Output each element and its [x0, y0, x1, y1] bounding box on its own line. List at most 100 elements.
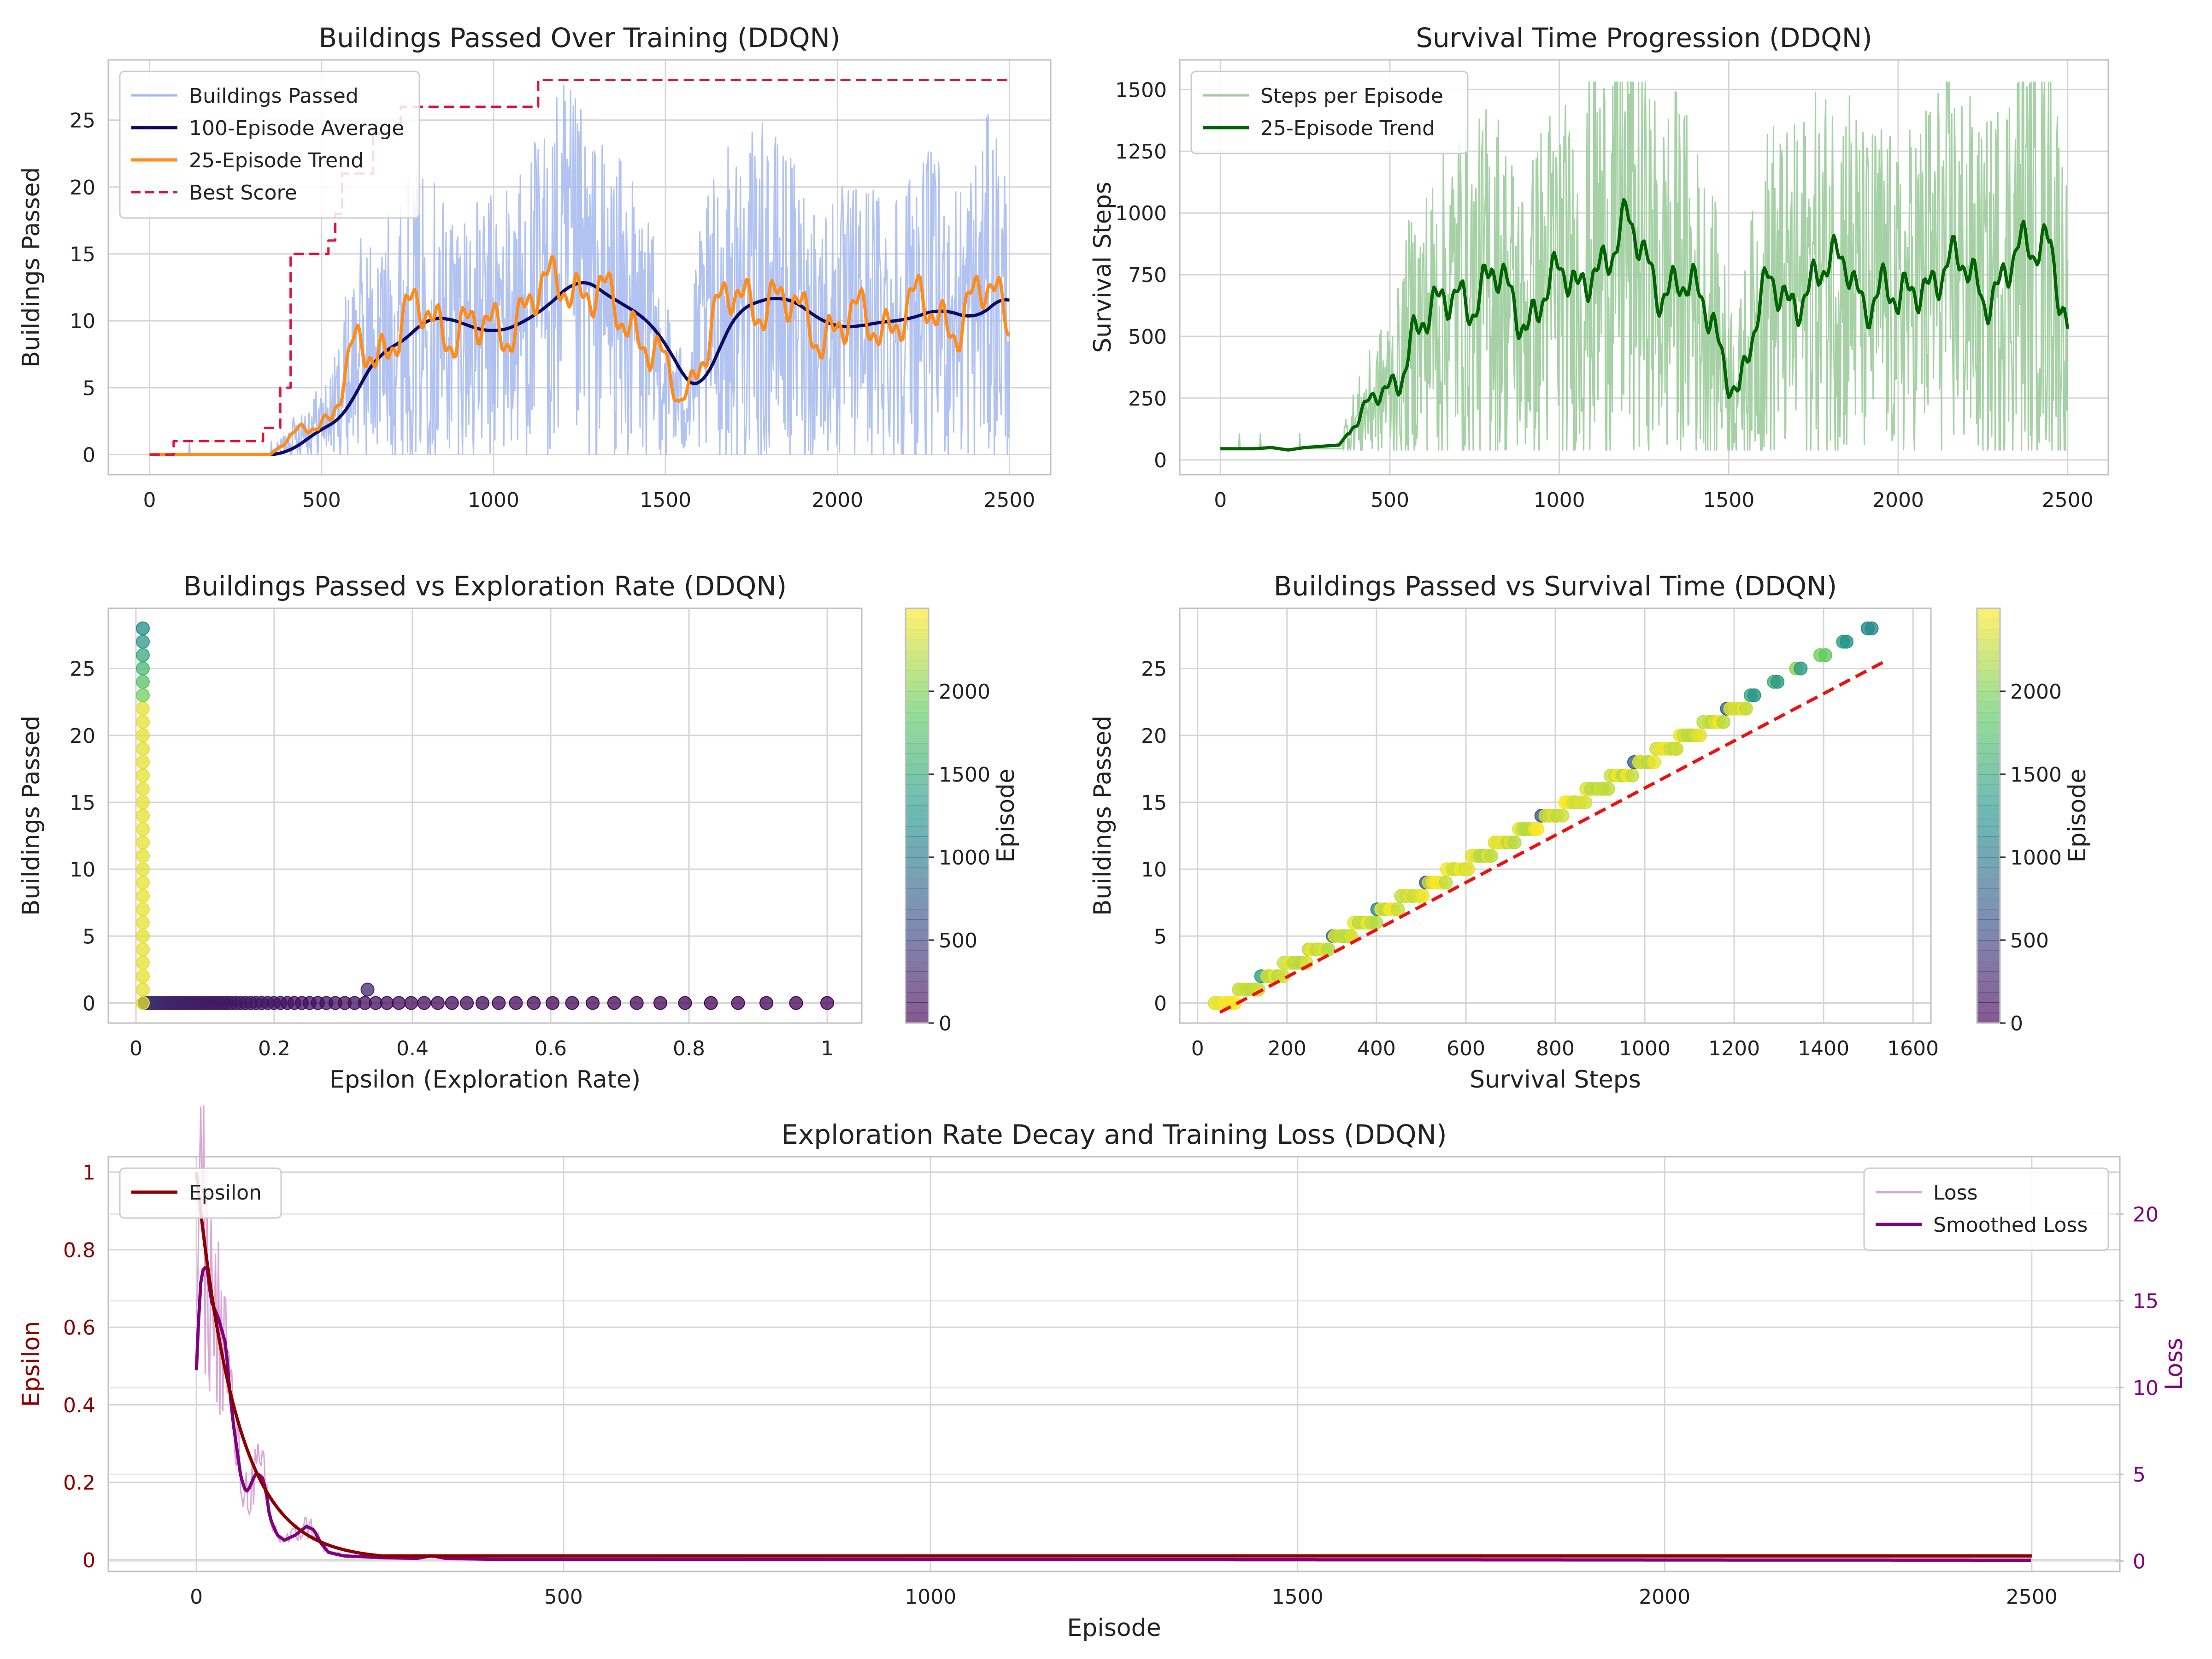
scatter-point	[1507, 835, 1522, 850]
x-tick-label: 400	[1357, 1037, 1396, 1060]
scatter-point	[136, 982, 150, 997]
series-25-episode-trend	[1220, 198, 2070, 452]
colorbar-segment	[906, 712, 929, 723]
y-tick-label: 10	[70, 858, 95, 882]
scatter-point	[430, 996, 445, 1010]
colorbar-segment	[1977, 774, 2000, 785]
legend-box	[1863, 1167, 2109, 1251]
y-tick-label: 500	[1128, 325, 1167, 349]
right-y-tick-label: 0	[2133, 1550, 2146, 1573]
x-tick-label: 1600	[1887, 1037, 1939, 1060]
x-tick-label: 2500	[983, 488, 1035, 512]
chart-buildings-vs-survival: 0 200 400 600 800 1000 1200 1400 1600 0 5 10 15 20 25 B…	[1089, 571, 2091, 1094]
scatter-point	[360, 982, 375, 997]
colorbar-segment	[906, 608, 929, 619]
colorbar-segment	[906, 618, 929, 629]
scatter-point	[136, 956, 150, 970]
y-tick-label: 20	[1141, 724, 1167, 748]
plot-frame	[1179, 607, 1932, 1024]
colorbar-segment	[1977, 909, 2000, 920]
scatter-point	[417, 996, 431, 1010]
x-tick-label: 2000	[812, 488, 863, 512]
scatter-point	[136, 916, 150, 930]
colorbar-segment	[1977, 701, 2000, 712]
x-tick-label: 1500	[640, 488, 691, 512]
scatter-point	[136, 902, 150, 917]
y-tick-label: 15	[70, 791, 95, 815]
colorbar-tick-label: 500	[939, 929, 977, 953]
plot-frame	[1179, 59, 2109, 476]
scatter-point	[136, 755, 150, 769]
x-tick-label: 0	[190, 1585, 203, 1609]
x-tick-label: 0	[143, 488, 156, 512]
scatter-point	[704, 996, 718, 1010]
colorbar-tick-label: 500	[2010, 929, 2049, 953]
right-y-tick-label: 15	[2133, 1290, 2159, 1313]
colorbar-segment	[906, 971, 929, 982]
scatter-point	[1416, 889, 1430, 903]
plot-area	[108, 1157, 2120, 1571]
legend-label: Buildings Passed	[189, 84, 359, 108]
scatter-point	[136, 929, 150, 943]
colorbar-segment	[906, 671, 929, 682]
y-tick-label: 0	[82, 992, 95, 1015]
colorbar-segment	[906, 826, 929, 837]
colorbar-segment	[906, 899, 929, 910]
y-tick-label: 0.2	[63, 1471, 95, 1495]
colorbar-segment	[1977, 836, 2000, 847]
x-tick-label: 0	[129, 1037, 142, 1060]
scatter-point	[1747, 688, 1761, 702]
y-axis-label: Buildings Passed	[18, 716, 45, 916]
colorbar-tick-label: 2000	[939, 680, 990, 704]
scatter-point	[136, 809, 150, 823]
scatter-point	[820, 996, 834, 1010]
colorbar-segment	[906, 764, 929, 775]
colorbar-label: Episode	[2064, 769, 2091, 863]
colorbar-segment	[1977, 888, 2000, 899]
colorbar-segment	[906, 888, 929, 899]
scatter-point	[1693, 728, 1707, 742]
scatter-point	[136, 675, 150, 689]
right-y-tick-label: 5	[2133, 1463, 2146, 1487]
colorbar-label: Episode	[992, 769, 1020, 863]
colorbar-segment	[1977, 805, 2000, 816]
chart-title: Buildings Passed vs Exploration Rate (DD…	[183, 571, 787, 602]
x-tick-label: 0.6	[535, 1037, 567, 1060]
scatter-point	[136, 648, 150, 662]
scatter-point	[136, 862, 150, 877]
scatter-point	[136, 876, 150, 890]
colorbar-segment	[906, 681, 929, 692]
scatter-point	[1717, 715, 1731, 729]
x-tick-label: 2500	[2042, 488, 2094, 512]
colorbar-segment	[906, 919, 929, 930]
x-tick-label: 200	[1268, 1037, 1306, 1060]
scatter-point	[1840, 635, 1854, 649]
y-tick-label: 25	[70, 109, 95, 133]
scatter-point	[1647, 755, 1661, 769]
y-tick-label: 5	[1154, 925, 1167, 948]
y-tick-label: 25	[70, 658, 95, 681]
right-y-tick-label: 20	[2133, 1203, 2159, 1226]
colorbar-segment	[1977, 1012, 2000, 1024]
trend-fit-line	[1219, 660, 1885, 1014]
colorbar-segment	[1977, 992, 2000, 1003]
scatter-point	[1578, 795, 1593, 809]
colorbar-segment	[1977, 847, 2000, 858]
y-tick-label: 750	[1128, 264, 1167, 287]
colorbar-segment	[1977, 671, 2000, 682]
y-tick-label: 250	[1128, 387, 1167, 411]
y-tick-label: 1000	[1115, 202, 1167, 225]
y-tick-label: 15	[1141, 791, 1167, 815]
y-tick-label: 15	[70, 243, 95, 266]
colorbar-segment	[1977, 878, 2000, 889]
colorbar-segment	[1977, 660, 2000, 671]
x-tick-label: 1000	[1534, 488, 1585, 512]
y-tick-label: 0	[82, 443, 95, 467]
colorbar-segment	[906, 930, 929, 941]
scatter-point	[136, 822, 150, 836]
chart-buildings-passed-over-training: 0 500 1000 1500 2000 2500 0 5 10 15 20 25 Buildings …	[18, 22, 1052, 512]
colorbar-segment	[1977, 1002, 2000, 1013]
y-tick-label: 10	[1141, 858, 1167, 882]
chart-survival-time-progression: 0 500 1000 1500 2000 2500 0 250 500 750 1000 1250 15…	[1089, 22, 2109, 512]
